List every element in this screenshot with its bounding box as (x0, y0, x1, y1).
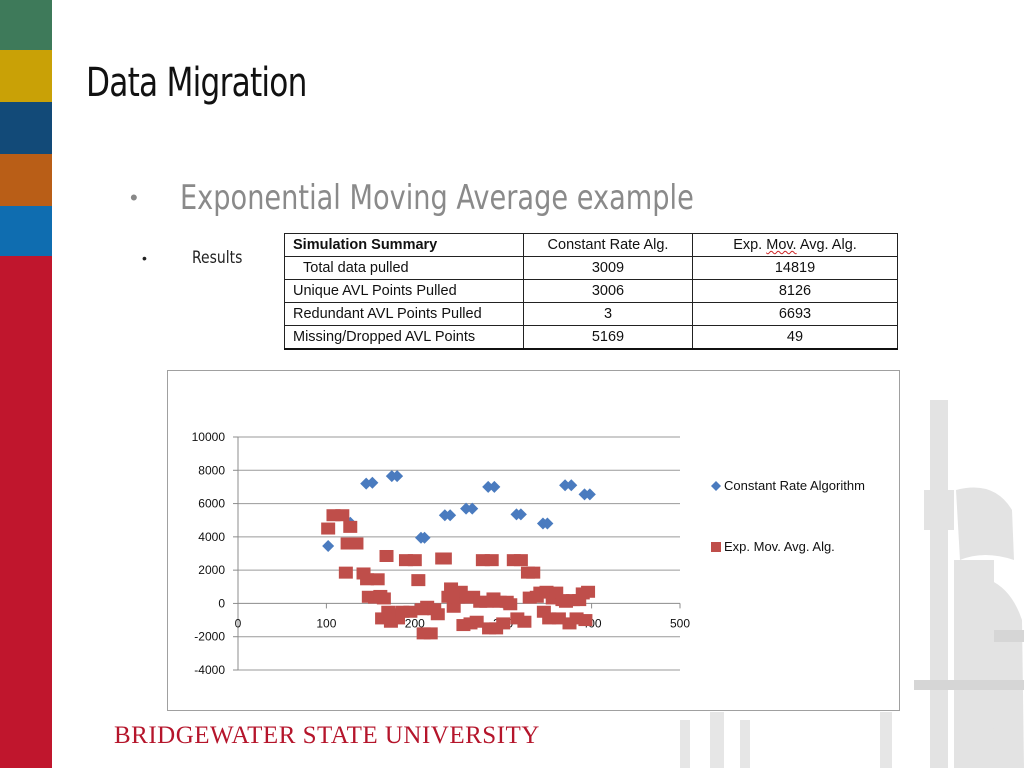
main-bullet: • Exponential Moving Average example (130, 178, 822, 218)
stripe-block (0, 0, 52, 50)
table-cell: 3009 (523, 256, 693, 280)
stripe-block (0, 256, 52, 768)
building-silhouette-icon (680, 712, 892, 768)
data-point (349, 537, 364, 550)
data-point (411, 574, 426, 587)
data-point (391, 470, 404, 483)
data-point (503, 598, 518, 611)
data-point (370, 573, 385, 586)
spellcheck-word: Mov. (766, 237, 797, 253)
x-tick-label: 100 (316, 616, 336, 630)
data-point (466, 502, 479, 515)
data-point (526, 566, 541, 579)
table-cell: Redundant AVL Points Pulled (284, 302, 524, 326)
data-point (565, 479, 578, 492)
table-cell: 3 (523, 302, 693, 326)
data-point (541, 517, 554, 530)
data-point (446, 600, 461, 613)
y-tick-label: 6000 (198, 497, 225, 511)
data-point (322, 540, 335, 553)
table-row: Missing/Dropped AVL Points 5169 49 (284, 325, 898, 350)
data-point (484, 554, 499, 567)
table-header-cell: Exp. Mov. Avg. Alg. (692, 233, 898, 257)
data-point (517, 615, 532, 628)
main-bullet-text: Exponential Moving Average example (180, 178, 694, 218)
data-point (430, 608, 445, 621)
table-cell: 6693 (692, 302, 898, 326)
university-name: BRIDGEWATER STATE UNIVERSITY (114, 722, 540, 749)
y-tick-label: 8000 (198, 463, 225, 477)
y-tick-label: -2000 (194, 630, 225, 644)
sub-bullet: • Results (142, 248, 253, 268)
table-cell: Missing/Dropped AVL Points (284, 325, 524, 350)
legend-label: Constant Rate Algorithm (724, 478, 865, 493)
tower-silhouette-icon (914, 400, 1024, 768)
stripe-block (0, 102, 52, 154)
x-tick-label: 200 (405, 616, 425, 630)
data-point (559, 479, 572, 492)
legend-marker (711, 542, 721, 552)
data-point (321, 522, 336, 535)
x-tick-label: 500 (670, 616, 690, 630)
data-point (488, 480, 501, 493)
data-point (444, 509, 457, 522)
data-point (514, 508, 527, 521)
data-point (513, 554, 528, 567)
data-point (423, 627, 438, 640)
data-point (469, 615, 484, 628)
y-tick-label: 2000 (198, 563, 225, 577)
sub-bullet-text: Results (192, 248, 243, 268)
data-point (376, 592, 391, 605)
x-tick-label: 0 (235, 616, 242, 630)
table-row: Total data pulled 3009 14819 (284, 256, 898, 280)
table-cell: 8126 (692, 279, 898, 303)
data-point (460, 502, 473, 515)
table-row: Redundant AVL Points Pulled 3 6693 (284, 302, 898, 326)
stripe-block (0, 154, 52, 206)
data-point (379, 549, 394, 562)
table-cell: 5169 (523, 325, 693, 350)
table-cell: 3006 (523, 279, 693, 303)
data-point (482, 480, 495, 493)
data-point (335, 509, 350, 522)
legend-label: Exp. Mov. Avg. Alg. (724, 539, 835, 554)
table-cell: 49 (692, 325, 898, 350)
left-color-stripe (0, 0, 52, 768)
data-point (366, 476, 379, 489)
data-point (403, 605, 418, 618)
data-point (496, 617, 511, 630)
data-point (551, 612, 566, 625)
bullet-dot-icon: • (130, 185, 138, 210)
simulation-summary-table: Simulation Summary Constant Rate Alg. Ex… (284, 233, 898, 350)
y-tick-label: -4000 (194, 663, 225, 677)
scatter-chart: 1000080006000400020000-2000-400001002003… (167, 370, 900, 711)
legend-marker (711, 481, 721, 491)
data-point (437, 552, 452, 565)
table-header-cell: Simulation Summary (284, 233, 524, 257)
data-point (418, 531, 431, 544)
y-tick-label: 0 (218, 596, 225, 610)
table-cell: Total data pulled (284, 256, 524, 280)
table-cell: 14819 (692, 256, 898, 280)
data-point (581, 585, 596, 598)
data-point (343, 520, 358, 533)
stripe-block (0, 206, 52, 256)
table-header-text: Exp. Mov. Avg. Alg. (733, 237, 857, 253)
table-cell: Unique AVL Points Pulled (284, 279, 524, 303)
stripe-block (0, 50, 52, 102)
slide-title: Data Migration (86, 60, 307, 106)
scatter-chart-svg: 1000080006000400020000-2000-400001002003… (192, 430, 865, 677)
bullet-dot-icon: • (142, 250, 147, 266)
table-header-cell: Constant Rate Alg. (523, 233, 693, 257)
data-point (407, 554, 422, 567)
table-header-row: Simulation Summary Constant Rate Alg. Ex… (284, 233, 898, 257)
data-point (583, 488, 596, 501)
y-tick-label: 4000 (198, 530, 225, 544)
data-point (338, 566, 353, 579)
table-row: Unique AVL Points Pulled 3006 8126 (284, 279, 898, 303)
data-point (360, 573, 375, 586)
y-tick-label: 10000 (192, 430, 226, 444)
data-point (578, 614, 593, 627)
